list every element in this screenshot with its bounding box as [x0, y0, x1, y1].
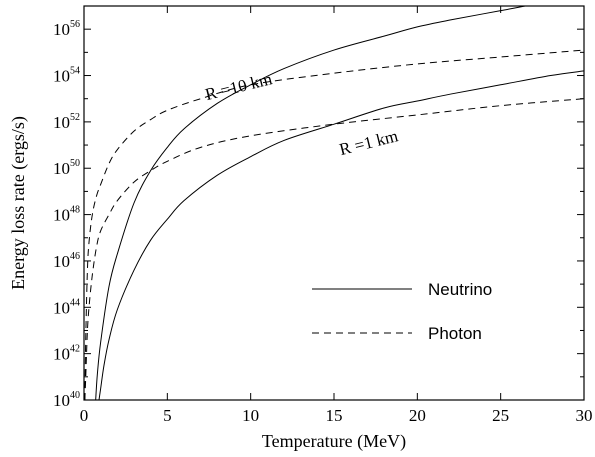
- photon-curve-4: [84, 98, 584, 400]
- plot-curves: [84, 6, 584, 400]
- y-tick-label: 1056: [53, 19, 80, 39]
- x-tick-label: 0: [80, 406, 89, 425]
- x-axis-label: Temperature (MeV): [262, 431, 406, 452]
- x-tick-label: 25: [492, 406, 509, 425]
- plot-frame: [83, 5, 585, 401]
- y-tick-label: 1052: [53, 112, 80, 132]
- y-tick-label: 1040: [53, 390, 80, 410]
- legend-photon-label: Photon: [428, 324, 482, 343]
- x-tick-label: 20: [409, 406, 426, 425]
- y-axis-label: Energy loss rate (ergs/s): [8, 116, 29, 290]
- legend: Neutrino Photon: [312, 280, 492, 343]
- legend-neutrino-label: Neutrino: [428, 280, 492, 299]
- x-tick-label: 15: [326, 406, 343, 425]
- photon-curve-3: [84, 49, 584, 400]
- y-tick-label: 1050: [53, 158, 80, 178]
- annotation-r10: R =10 km: [203, 69, 274, 104]
- y-tick-label: 1042: [53, 344, 80, 364]
- y-tick-label: 1054: [53, 66, 80, 86]
- neutrino-curve-1: [95, 6, 528, 400]
- y-tick-label: 1046: [53, 251, 80, 271]
- y-tick-label: 1048: [53, 205, 80, 225]
- x-axis: 0 5 10 15 20 25 30: [80, 6, 593, 425]
- neutrino-curve-2: [98, 70, 584, 400]
- annotation-r1: R =1 km: [337, 126, 399, 159]
- y-axis: 1040 1042 1044 1046 1048 1050 1052 1054 1056: [53, 5, 584, 410]
- x-tick-label: 30: [576, 406, 593, 425]
- y-tick-label: 1044: [53, 297, 80, 317]
- x-tick-label: 5: [163, 406, 172, 425]
- x-tick-label: 10: [242, 406, 259, 425]
